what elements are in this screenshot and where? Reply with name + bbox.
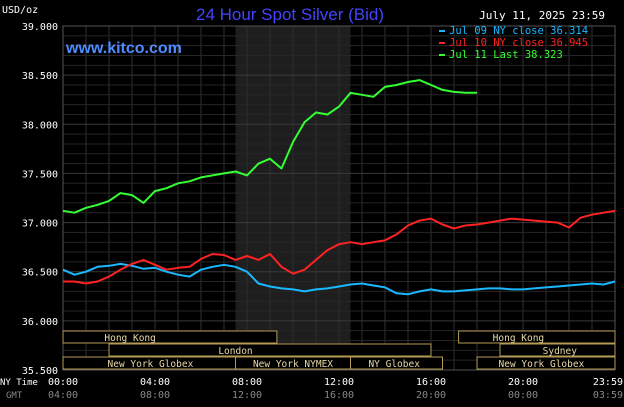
- session-bar-rect: [62, 330, 278, 344]
- session-london: London: [108, 343, 432, 357]
- legend-label: Jul 10 NY close 36.945: [449, 37, 588, 49]
- x-tick-label-ny: 08:00: [232, 377, 262, 388]
- legend-swatch: [439, 30, 445, 32]
- legend-item: Jul 11 Last 38.323: [439, 49, 563, 61]
- session-bar-label: New York Globex: [108, 359, 194, 370]
- session-ny-globex: NY Globex: [350, 356, 443, 370]
- session-new-york-globex-left: New York Globex: [62, 356, 236, 370]
- y-tick-label: 38.500: [22, 71, 58, 82]
- series-line-3: [62, 79, 477, 214]
- x-tick-label-gmt: 16:00: [324, 390, 354, 401]
- x-tick-label-gmt: 03:59: [593, 390, 623, 401]
- y-tick-label: 38.000: [22, 120, 58, 131]
- plot-frame: [62, 25, 616, 371]
- session-bar-label: NY Globex: [368, 359, 420, 370]
- session-bar-label: New York NYMEX: [253, 359, 333, 370]
- session-bar-label: New York Globex: [499, 359, 585, 370]
- date-label: July 11, 2025 23:59: [479, 9, 605, 22]
- x-tick-label-gmt: 12:00: [232, 390, 262, 401]
- legend-swatch: [439, 54, 445, 56]
- session-new-york-nymex: New York NYMEX: [235, 356, 351, 370]
- session-bar-label: Sydney: [543, 346, 578, 357]
- session-bars: Hong Kong Hong Kong London Sydney New York G…: [62, 330, 616, 370]
- x-tick-label-ny: 12:00: [324, 377, 354, 388]
- session-hong-kong-right: Hong Kong: [458, 330, 616, 344]
- session-bar-rect: [476, 356, 616, 370]
- axes: 39.000 38.500 38.000 37.500 37.000 36.500 36.0…: [22, 22, 623, 401]
- grid: [62, 25, 616, 371]
- session-new-york-globex-right: New York Globex: [476, 356, 616, 370]
- y-axis-unit-label: USD/oz: [2, 5, 38, 16]
- session-sydney: Sydney: [499, 343, 616, 357]
- session-bar-rect: [350, 356, 443, 370]
- legend-item: Jul 09 NY close 36.314: [439, 25, 588, 37]
- y-tick-label: 36.000: [22, 317, 58, 328]
- x-tick-label-gmt: 04:00: [48, 390, 78, 401]
- legend-swatch: [439, 42, 445, 44]
- session-bar-label: Hong Kong: [104, 333, 155, 344]
- y-tick-label: 37.000: [22, 219, 58, 230]
- session-bar-label: London: [218, 346, 252, 357]
- session-hong-kong-left: Hong Kong: [62, 330, 278, 344]
- legend-item: Jul 10 NY close 36.945: [439, 37, 588, 49]
- x-tick-label-gmt: 20:00: [416, 390, 446, 401]
- x-tick-label-gmt: 00:00: [508, 390, 538, 401]
- session-bar-rect: [458, 330, 616, 344]
- x-tick-label-ny: 23:59: [593, 377, 623, 388]
- chart-title: 24 Hour Spot Silver (Bid): [196, 5, 384, 24]
- x-axis-label-ny: NY Time: [0, 378, 38, 388]
- x-tick-label-gmt: 08:00: [140, 390, 170, 401]
- x-tick-label-ny: 16:00: [416, 377, 446, 388]
- session-bar-rect: [108, 343, 432, 357]
- y-tick-label: 36.500: [22, 268, 58, 279]
- x-tick-label-ny: 20:00: [508, 377, 538, 388]
- series-line-1: [62, 262, 616, 296]
- legend-label: Jul 11 Last 38.323: [449, 49, 563, 61]
- x-axis-label-gmt: GMT: [6, 391, 23, 401]
- x-tick-label-ny: 00:00: [48, 377, 78, 388]
- legend-label: Jul 09 NY close 36.314: [449, 25, 588, 37]
- x-tick-label-ny: 04:00: [140, 377, 170, 388]
- y-tick-label: 39.000: [22, 22, 58, 33]
- y-tick-label: 37.500: [22, 169, 58, 180]
- session-bar-label: Hong Kong: [493, 333, 544, 344]
- watermark: www.kitco.com: [65, 40, 182, 57]
- y-tick-label: 35.500: [22, 366, 58, 377]
- series-line-2: [63, 209, 616, 285]
- series-lines: [62, 79, 616, 296]
- session-bar-rect: [499, 343, 616, 357]
